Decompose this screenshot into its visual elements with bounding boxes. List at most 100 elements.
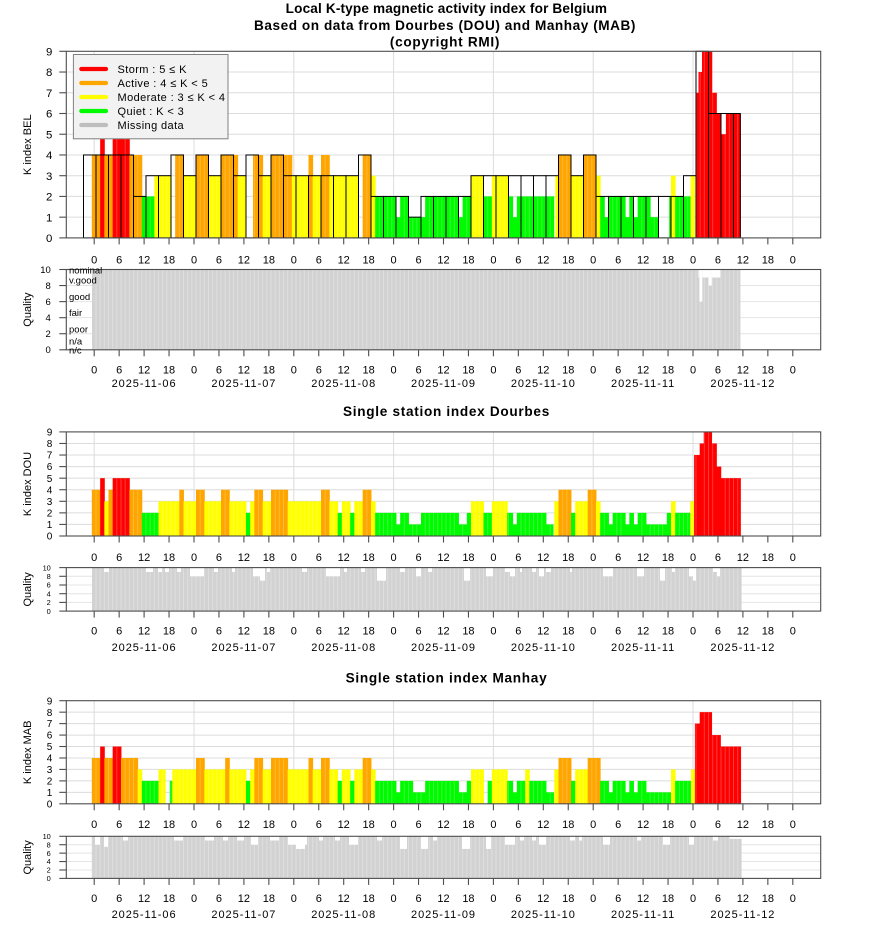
svg-text:7: 7 xyxy=(47,451,53,462)
svg-text:Quality: Quality xyxy=(22,292,34,327)
svg-text:18: 18 xyxy=(263,255,275,267)
svg-text:6: 6 xyxy=(715,552,721,564)
svg-text:6: 6 xyxy=(316,255,322,267)
svg-text:18: 18 xyxy=(662,255,674,267)
svg-text:0: 0 xyxy=(490,552,496,564)
svg-text:12: 12 xyxy=(338,255,350,267)
svg-text:12: 12 xyxy=(737,255,749,267)
svg-text:12: 12 xyxy=(437,893,449,905)
svg-text:6: 6 xyxy=(715,255,721,267)
svg-text:2025-11-07: 2025-11-07 xyxy=(211,378,276,390)
svg-text:6: 6 xyxy=(415,364,421,376)
svg-text:0: 0 xyxy=(790,255,796,267)
svg-text:10: 10 xyxy=(43,563,51,572)
svg-text:8: 8 xyxy=(47,572,51,581)
svg-text:Based on data from Dourbes (DO: Based on data from Dourbes (DOU) and Man… xyxy=(254,18,636,33)
svg-text:18: 18 xyxy=(562,255,574,267)
svg-text:Single station index Manhay: Single station index Manhay xyxy=(346,671,548,686)
svg-text:0: 0 xyxy=(291,893,297,905)
svg-text:12: 12 xyxy=(537,552,549,564)
svg-text:6: 6 xyxy=(515,819,521,831)
svg-text:18: 18 xyxy=(363,626,375,638)
svg-text:2025-11-11: 2025-11-11 xyxy=(611,378,675,390)
svg-text:18: 18 xyxy=(363,364,375,376)
svg-text:0: 0 xyxy=(790,819,796,831)
svg-text:n/c: n/c xyxy=(69,345,82,356)
svg-text:12: 12 xyxy=(238,552,250,564)
svg-text:Storm : 5 ≤ K: Storm : 5 ≤ K xyxy=(118,64,188,76)
svg-text:nominal: nominal xyxy=(69,265,102,276)
svg-text:2025-11-09: 2025-11-09 xyxy=(411,909,476,921)
svg-text:9: 9 xyxy=(47,428,53,439)
svg-text:6: 6 xyxy=(216,255,222,267)
svg-text:18: 18 xyxy=(762,364,774,376)
svg-text:18: 18 xyxy=(462,893,474,905)
svg-text:0: 0 xyxy=(47,607,51,616)
svg-text:0: 0 xyxy=(47,532,53,543)
svg-text:12: 12 xyxy=(437,364,449,376)
svg-text:0: 0 xyxy=(790,893,796,905)
svg-text:n/a: n/a xyxy=(69,337,83,348)
svg-text:10: 10 xyxy=(40,265,51,276)
svg-text:0: 0 xyxy=(291,552,297,564)
svg-text:6: 6 xyxy=(47,849,51,858)
svg-text:2025-11-08: 2025-11-08 xyxy=(311,378,376,390)
svg-text:0: 0 xyxy=(47,799,53,810)
svg-text:12: 12 xyxy=(238,255,250,267)
svg-text:0: 0 xyxy=(590,626,596,638)
svg-text:18: 18 xyxy=(762,552,774,564)
svg-text:0: 0 xyxy=(690,364,696,376)
svg-text:2025-11-12: 2025-11-12 xyxy=(710,642,775,654)
svg-text:18: 18 xyxy=(163,255,175,267)
svg-text:18: 18 xyxy=(363,819,375,831)
svg-text:2025-11-11: 2025-11-11 xyxy=(611,642,675,654)
svg-text:v.good: v.good xyxy=(69,275,97,286)
svg-text:5: 5 xyxy=(47,742,53,753)
svg-text:6: 6 xyxy=(515,255,521,267)
svg-text:2025-11-07: 2025-11-07 xyxy=(211,642,276,654)
svg-text:18: 18 xyxy=(562,893,574,905)
svg-text:0: 0 xyxy=(191,552,197,564)
svg-text:0: 0 xyxy=(91,819,97,831)
svg-text:12: 12 xyxy=(537,893,549,905)
svg-text:4: 4 xyxy=(47,857,51,866)
svg-text:0: 0 xyxy=(690,893,696,905)
svg-text:12: 12 xyxy=(338,626,350,638)
svg-text:1: 1 xyxy=(46,212,52,224)
svg-text:6: 6 xyxy=(515,893,521,905)
svg-text:12: 12 xyxy=(338,893,350,905)
svg-text:12: 12 xyxy=(238,626,250,638)
svg-text:6: 6 xyxy=(615,626,621,638)
svg-text:0: 0 xyxy=(191,255,197,267)
svg-text:0: 0 xyxy=(91,552,97,564)
svg-text:18: 18 xyxy=(662,364,674,376)
svg-text:2025-11-08: 2025-11-08 xyxy=(311,909,376,921)
svg-text:9: 9 xyxy=(47,696,53,707)
svg-text:6: 6 xyxy=(415,819,421,831)
svg-text:poor: poor xyxy=(69,325,88,336)
svg-text:6: 6 xyxy=(216,893,222,905)
svg-text:2: 2 xyxy=(46,192,52,204)
svg-text:6: 6 xyxy=(47,462,53,473)
svg-text:12: 12 xyxy=(637,626,649,638)
svg-text:6: 6 xyxy=(116,552,122,564)
svg-text:6: 6 xyxy=(615,255,621,267)
svg-text:18: 18 xyxy=(562,364,574,376)
svg-text:18: 18 xyxy=(762,255,774,267)
svg-text:0: 0 xyxy=(46,233,52,245)
svg-text:0: 0 xyxy=(91,626,97,638)
svg-text:12: 12 xyxy=(238,819,250,831)
svg-text:18: 18 xyxy=(163,364,175,376)
svg-text:6: 6 xyxy=(47,731,53,742)
svg-text:0: 0 xyxy=(490,255,496,267)
svg-text:12: 12 xyxy=(338,552,350,564)
svg-text:7: 7 xyxy=(46,88,52,100)
svg-text:0: 0 xyxy=(790,552,796,564)
svg-text:18: 18 xyxy=(662,819,674,831)
svg-text:2: 2 xyxy=(47,508,53,519)
svg-text:0: 0 xyxy=(91,255,97,267)
svg-text:0: 0 xyxy=(191,893,197,905)
svg-text:12: 12 xyxy=(737,893,749,905)
svg-text:0: 0 xyxy=(391,819,397,831)
svg-text:0: 0 xyxy=(191,364,197,376)
